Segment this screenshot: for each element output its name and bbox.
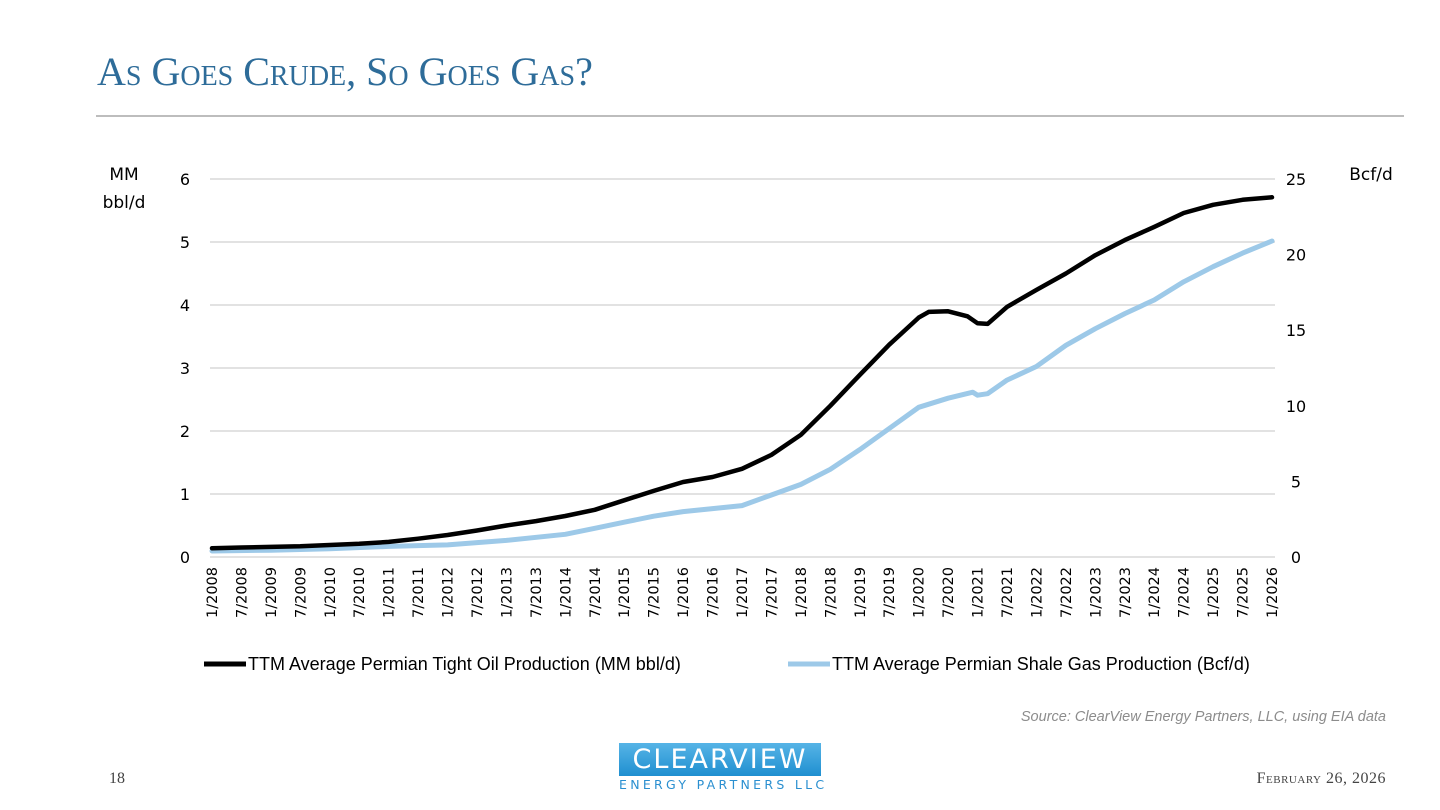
x-tick-label: 1/2023 [1088, 567, 1104, 618]
source-note: Source: ClearView Energy Partners, LLC, … [1020, 709, 1386, 725]
x-tick-label: 1/2009 [264, 567, 280, 618]
y2-tick-label: 5 [1291, 472, 1301, 491]
slide-title: As Goes Crude, So Goes Gas? [97, 49, 593, 94]
y2-tick-label: 25 [1286, 170, 1306, 189]
y-tick-label: 1 [180, 485, 190, 504]
x-tick-label: 7/2011 [411, 567, 427, 618]
y-tick-label: 4 [180, 296, 190, 315]
x-tick-label: 7/2018 [823, 567, 839, 618]
x-tick-label: 7/2020 [941, 567, 957, 618]
right-axis-unit-label: Bcf/d [1349, 165, 1393, 185]
series-line-gas [209, 238, 1275, 554]
x-tick-label: 1/2014 [558, 567, 574, 618]
x-tick-label: 7/2012 [470, 567, 486, 618]
x-tick-label: 1/2021 [971, 567, 987, 618]
logo-subtitle: ENERGY PARTNERS LLC [619, 777, 828, 792]
logo-wordmark: CLEARVIEW [619, 743, 821, 776]
x-tick-label: 7/2019 [882, 567, 898, 618]
page-number: 18 [109, 770, 125, 787]
x-tick-label: 7/2023 [1118, 567, 1134, 618]
x-tick-label: 1/2025 [1206, 567, 1222, 618]
x-tick-label: 1/2020 [912, 567, 928, 618]
x-tick-label: 7/2015 [647, 567, 663, 618]
clearview-logo: CLEARVIEW ENERGY PARTNERS LLC [619, 743, 828, 792]
legend: TTM Average Permian Tight Oil Production… [204, 654, 1250, 674]
gridlines [210, 178, 1275, 558]
x-tick-label: 1/2026 [1265, 567, 1281, 618]
x-tick-label: 1/2013 [499, 567, 515, 618]
x-tick-label: 7/2017 [764, 567, 780, 618]
x-tick-label: 7/2013 [529, 567, 545, 618]
x-tick-label: 7/2009 [293, 567, 309, 618]
left-axis-ticks: 0 1 2 3 4 5 6 [180, 170, 190, 567]
y2-tick-label: 20 [1286, 246, 1306, 265]
x-tick-label: 1/2012 [441, 567, 457, 618]
x-tick-label: 7/2024 [1177, 567, 1193, 618]
y-tick-label: 0 [180, 548, 190, 567]
y-tick-label: 2 [180, 422, 190, 441]
x-tick-label: 1/2010 [323, 567, 339, 618]
y2-tick-label: 0 [1291, 548, 1301, 567]
title-divider [96, 115, 1404, 117]
left-axis-unit-label: MM bbl/d [103, 165, 146, 213]
x-tick-label: 1/2015 [617, 567, 633, 618]
x-tick-label: 1/2017 [735, 567, 751, 618]
legend-label-oil: TTM Average Permian Tight Oil Production… [248, 654, 681, 674]
x-tick-label: 1/2011 [382, 567, 398, 618]
x-tick-label: 1/2008 [205, 567, 221, 618]
y-tick-label: 5 [180, 233, 190, 252]
series-line-oil [209, 195, 1275, 551]
x-tick-label: 1/2019 [853, 567, 869, 618]
x-tick-label: 7/2022 [1059, 567, 1075, 618]
y-tick-label: 6 [180, 170, 190, 189]
left-axis-unit-line-1: MM [109, 165, 138, 185]
x-axis-ticks: 1/2008 7/2008 1/2009 7/2009 1/2010 7/2010 1/20… [205, 567, 1281, 618]
x-tick-label: 7/2010 [352, 567, 368, 618]
x-tick-label: 7/2014 [588, 567, 604, 618]
x-tick-label: 1/2022 [1029, 567, 1045, 618]
x-tick-label: 7/2025 [1236, 567, 1252, 618]
x-tick-label: 7/2008 [234, 567, 250, 618]
slide-date: February 26, 2026 [1256, 770, 1386, 787]
x-tick-label: 7/2016 [706, 567, 722, 618]
x-tick-label: 1/2024 [1147, 567, 1163, 618]
series-lines [209, 195, 1275, 554]
x-tick-label: 1/2018 [794, 567, 810, 618]
right-axis-ticks: 0 5 10 15 20 25 [1286, 170, 1306, 567]
y-tick-label: 3 [180, 359, 190, 378]
y2-tick-label: 15 [1286, 321, 1306, 340]
y2-tick-label: 10 [1286, 397, 1306, 416]
left-axis-unit-line-2: bbl/d [103, 193, 146, 213]
x-tick-label: 7/2021 [1000, 567, 1016, 618]
legend-label-gas: TTM Average Permian Shale Gas Production… [832, 654, 1250, 674]
x-tick-label: 1/2016 [676, 567, 692, 618]
